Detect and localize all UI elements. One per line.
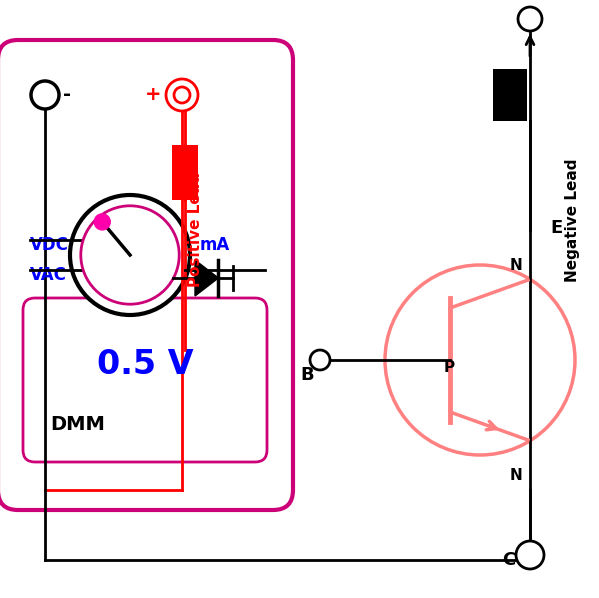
Circle shape: [31, 81, 59, 109]
Text: P: P: [444, 361, 455, 376]
Bar: [172, 145, 198, 200]
Text: B: B: [300, 366, 314, 384]
Circle shape: [174, 87, 190, 103]
Circle shape: [310, 350, 330, 370]
Circle shape: [516, 541, 544, 569]
FancyBboxPatch shape: [0, 40, 293, 510]
Text: -: -: [63, 86, 71, 105]
Circle shape: [385, 265, 575, 455]
Text: VAC: VAC: [30, 266, 67, 284]
Text: +: +: [144, 86, 161, 105]
Text: 0.5 V: 0.5 V: [96, 349, 193, 382]
Polygon shape: [195, 260, 219, 296]
Text: C: C: [502, 551, 515, 569]
Text: N: N: [510, 468, 523, 483]
Text: Negative Lead: Negative Lead: [564, 158, 579, 282]
Text: E: E: [550, 219, 562, 237]
Text: Positive Lead: Positive Lead: [187, 173, 202, 288]
Text: VDC: VDC: [30, 236, 69, 254]
Circle shape: [166, 79, 198, 111]
Circle shape: [70, 195, 190, 315]
Text: DMM: DMM: [50, 416, 105, 435]
Bar: [493, 69, 527, 121]
Circle shape: [94, 214, 110, 230]
Circle shape: [81, 206, 179, 304]
Circle shape: [518, 7, 542, 31]
Text: N: N: [510, 258, 523, 273]
FancyBboxPatch shape: [23, 298, 267, 462]
Text: mA: mA: [200, 236, 230, 254]
